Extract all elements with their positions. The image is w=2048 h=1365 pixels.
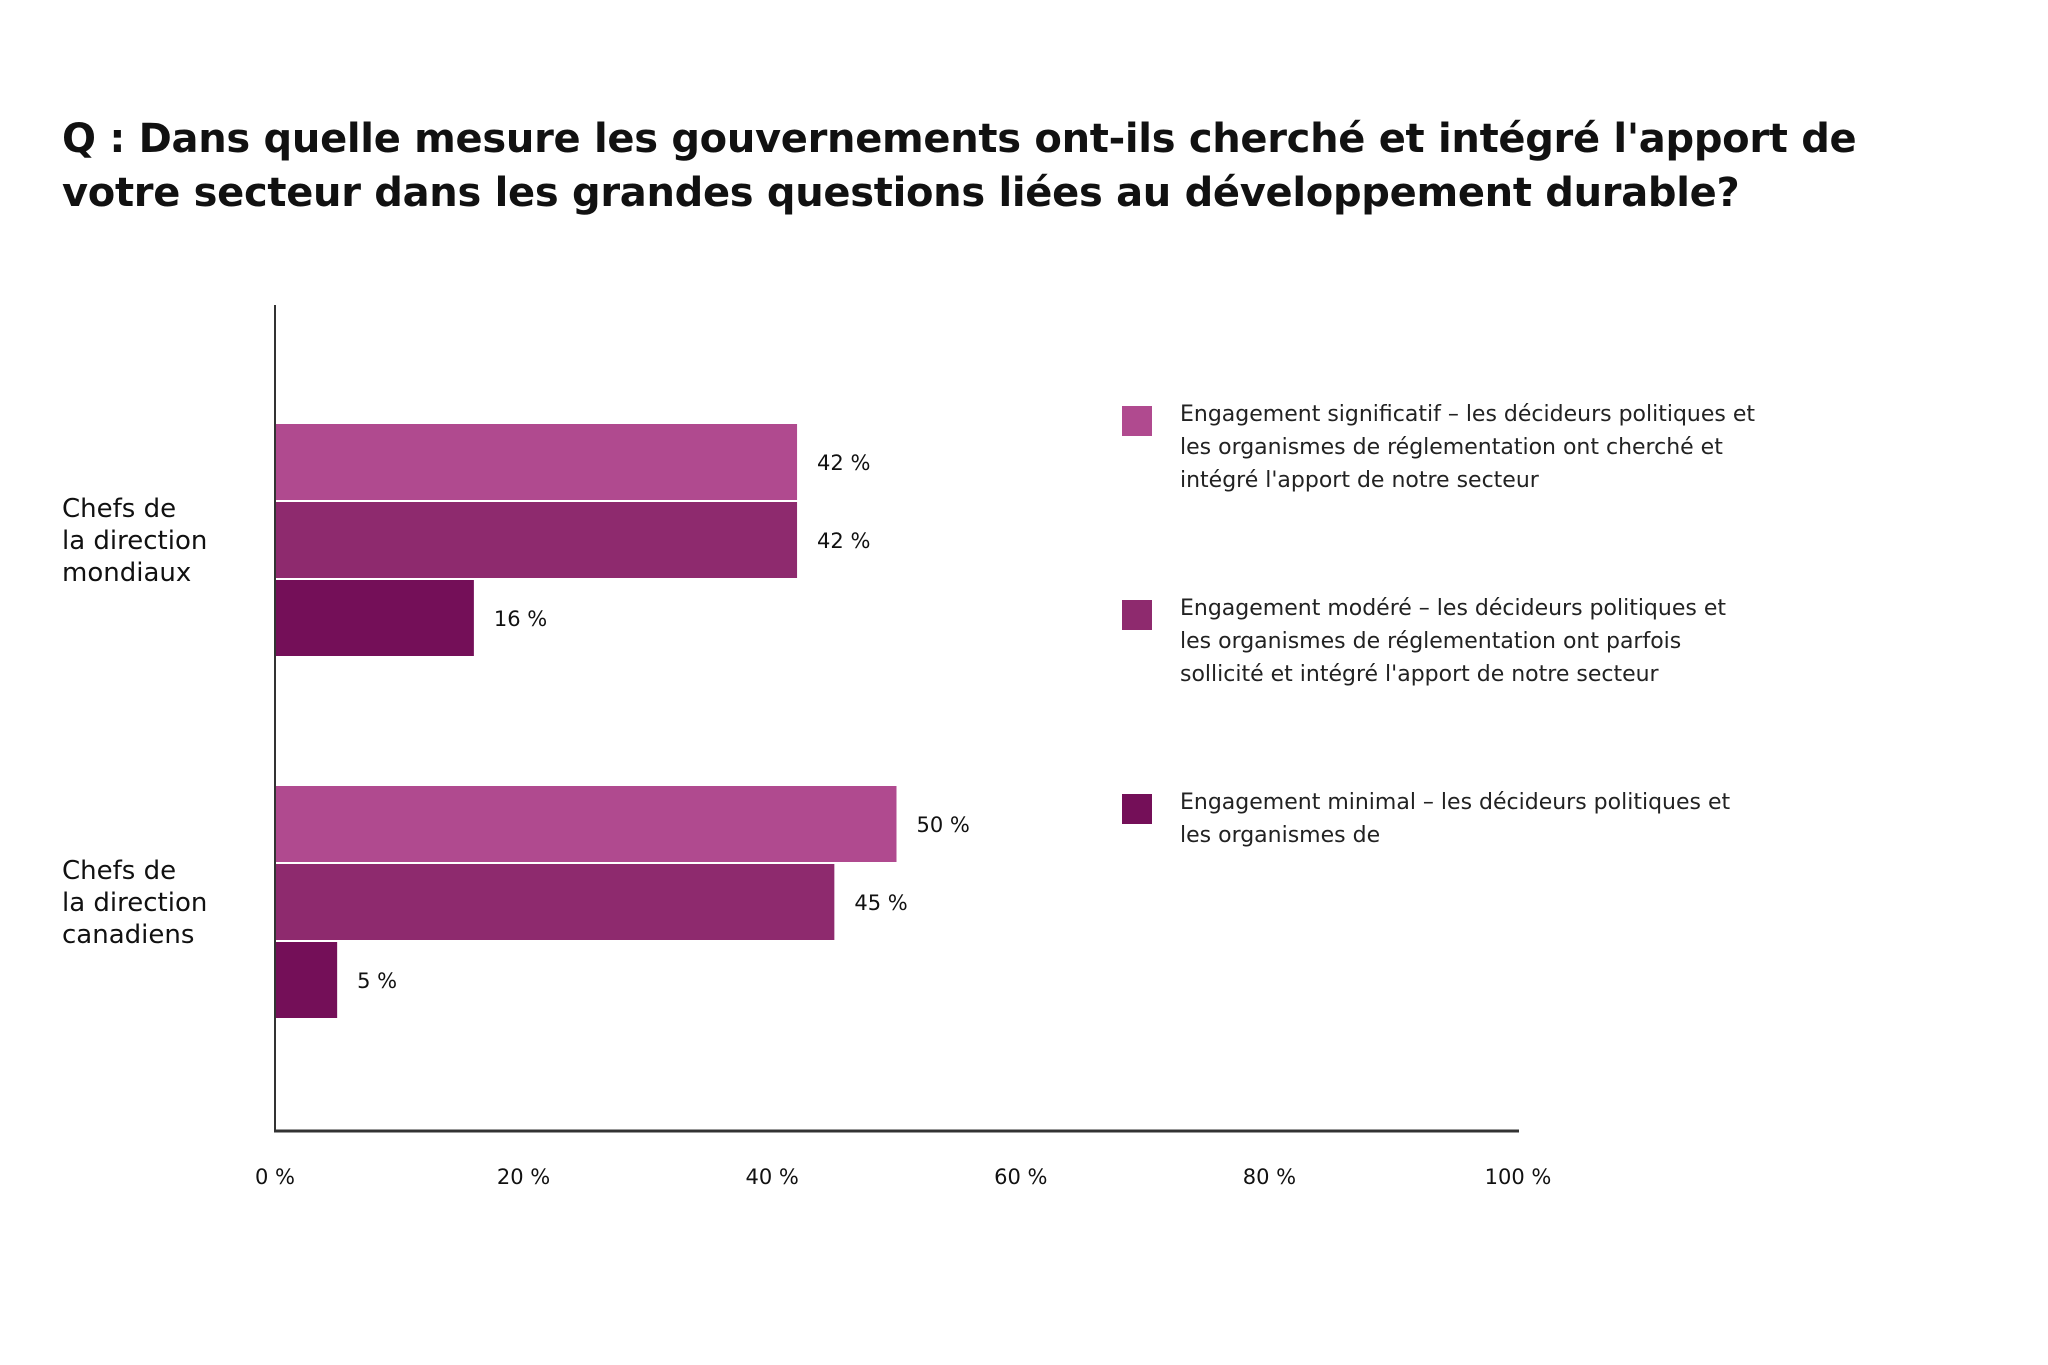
x-tick-label: 20 %: [497, 1165, 550, 1189]
category-label-canadiens: Chefs de la direction canadiens: [62, 856, 207, 950]
value-label: 45 %: [854, 891, 907, 915]
bar-minimal-canadiens: [276, 942, 338, 1018]
bar-significatif-mondiaux: [276, 424, 798, 500]
value-label: 42 %: [817, 451, 870, 475]
legend-swatch-significatif: [1122, 406, 1152, 436]
legend-swatch-minimal: [1122, 794, 1152, 824]
x-tick-label: 80 %: [1243, 1165, 1296, 1189]
value-label: 5 %: [357, 969, 397, 993]
legend-label-significatif: Engagement significatif – les décideurs …: [1180, 402, 1756, 493]
category-label-line: Chefs de: [62, 494, 176, 524]
category-label-mondiaux: Chefs de la direction mondiaux: [62, 494, 207, 588]
bar-modere-mondiaux: [276, 502, 798, 578]
category-label-line: mondiaux: [62, 558, 191, 588]
category-label-line: la direction: [62, 888, 207, 918]
bar-minimal-mondiaux: [276, 580, 474, 656]
bars-layer: [276, 424, 897, 1018]
legend-label-modere: Engagement modéré – les décideurs politi…: [1180, 596, 1726, 687]
category-label-line: la direction: [62, 526, 207, 556]
bar-modere-canadiens: [276, 864, 835, 940]
legend-label-minimal: Engagement minimal – les décideurs polit…: [1180, 790, 1731, 848]
legend-swatch-modere: [1122, 600, 1152, 630]
x-tick-label: 100 %: [1485, 1165, 1552, 1189]
value-label: 50 %: [917, 813, 970, 837]
chart-title: Q : Dans quelle mesure les gouvernements…: [62, 116, 1857, 216]
value-label: 16 %: [494, 607, 547, 631]
x-axis-ticks: 0 % 20 % 40 % 60 % 80 % 100 %: [255, 1165, 1551, 1189]
labels-layer: 42 % 42 % 16 % 50 % 45 % 5 %: [357, 451, 970, 993]
category-label-line: Chefs de: [62, 856, 176, 886]
x-tick-label: 60 %: [994, 1165, 1047, 1189]
category-label-line: canadiens: [62, 920, 194, 950]
x-tick-label: 40 %: [746, 1165, 799, 1189]
bar-significatif-canadiens: [276, 786, 897, 862]
x-tick-label: 0 %: [255, 1165, 295, 1189]
value-label: 42 %: [817, 529, 870, 553]
